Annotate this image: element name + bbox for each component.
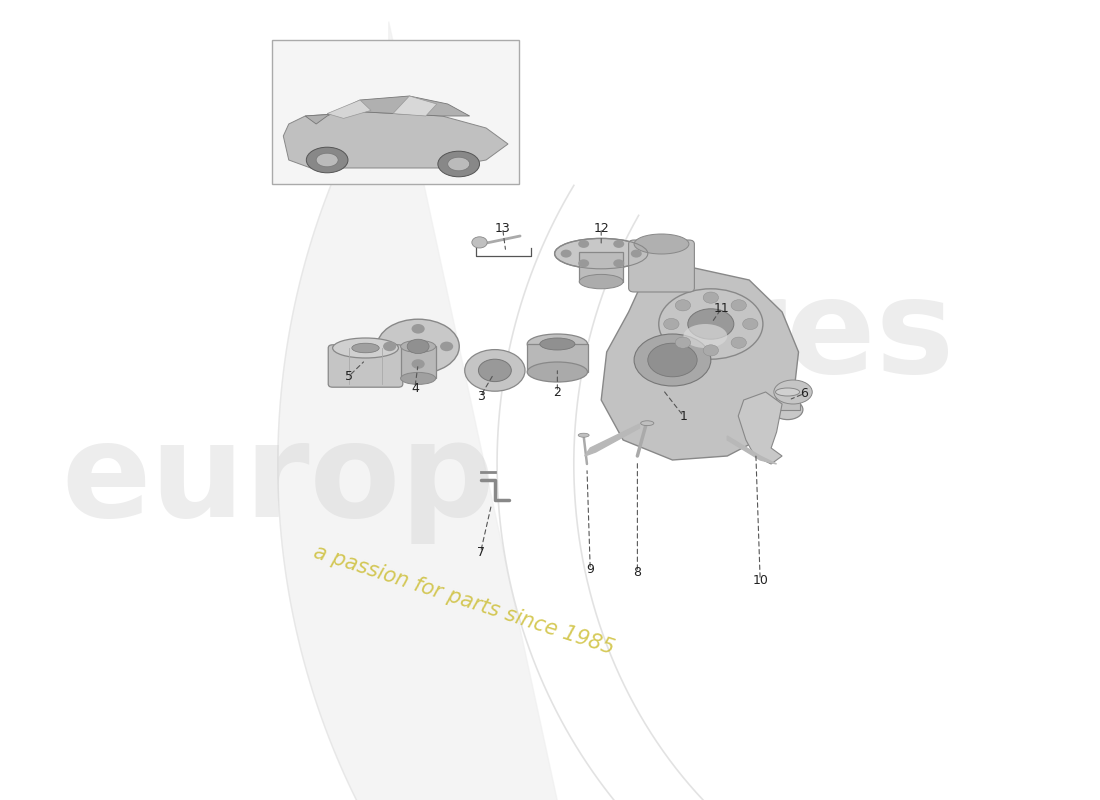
Circle shape [630,250,641,258]
Ellipse shape [448,157,470,170]
Text: 9: 9 [586,563,594,576]
Text: 1: 1 [680,410,688,422]
Polygon shape [602,268,799,460]
Circle shape [703,292,718,303]
Text: 5: 5 [345,370,353,382]
Circle shape [614,240,624,248]
Text: 8: 8 [634,566,641,578]
Ellipse shape [579,434,590,437]
Polygon shape [327,100,371,118]
Text: a passion for parts since 1985: a passion for parts since 1985 [311,542,617,658]
Bar [580,252,623,282]
Text: 4: 4 [411,382,419,394]
Ellipse shape [634,234,689,254]
Circle shape [579,259,590,267]
Ellipse shape [580,274,623,289]
Bar [400,346,436,378]
Circle shape [663,318,679,330]
Circle shape [703,345,718,356]
Polygon shape [585,424,639,456]
Circle shape [561,250,572,258]
Text: 2: 2 [553,386,561,398]
Ellipse shape [400,341,436,352]
Text: 3: 3 [476,390,485,402]
Polygon shape [497,186,725,800]
Ellipse shape [540,338,575,350]
Ellipse shape [683,324,727,348]
Ellipse shape [407,339,429,354]
Bar [273,40,519,184]
Text: 6: 6 [800,387,807,400]
Polygon shape [305,96,470,124]
Ellipse shape [527,362,587,382]
Ellipse shape [377,319,459,374]
Polygon shape [393,96,437,116]
Text: 12: 12 [593,222,609,234]
Text: 11: 11 [714,302,729,314]
Text: europ: europ [60,417,495,543]
Circle shape [742,318,758,330]
Polygon shape [278,22,608,800]
Ellipse shape [400,372,436,384]
Circle shape [472,237,487,248]
Ellipse shape [438,151,480,177]
Text: 7: 7 [476,546,485,558]
Ellipse shape [306,147,348,173]
Circle shape [383,342,396,351]
Circle shape [732,337,747,348]
Polygon shape [284,112,508,168]
Text: ares: ares [631,273,954,399]
Polygon shape [738,392,782,464]
Circle shape [411,324,425,334]
Ellipse shape [634,334,711,386]
Ellipse shape [772,400,803,419]
Text: 13: 13 [495,222,510,234]
Ellipse shape [776,388,800,396]
Ellipse shape [648,343,697,377]
Circle shape [675,337,691,348]
Ellipse shape [640,421,653,426]
Circle shape [411,359,425,369]
Bar [776,392,800,410]
Ellipse shape [688,309,734,339]
FancyBboxPatch shape [328,345,403,387]
Ellipse shape [478,359,512,382]
Ellipse shape [464,350,525,391]
Ellipse shape [316,154,338,166]
Ellipse shape [332,338,398,358]
Circle shape [440,342,453,351]
Ellipse shape [774,380,812,404]
Text: 10: 10 [752,574,768,586]
Circle shape [614,259,624,267]
Ellipse shape [659,289,763,359]
Circle shape [579,240,590,248]
Ellipse shape [352,343,379,353]
Bar [527,344,587,372]
Ellipse shape [527,334,587,354]
Circle shape [675,300,691,311]
Polygon shape [727,436,777,464]
FancyBboxPatch shape [628,240,694,292]
Circle shape [732,300,747,311]
Ellipse shape [554,238,648,269]
